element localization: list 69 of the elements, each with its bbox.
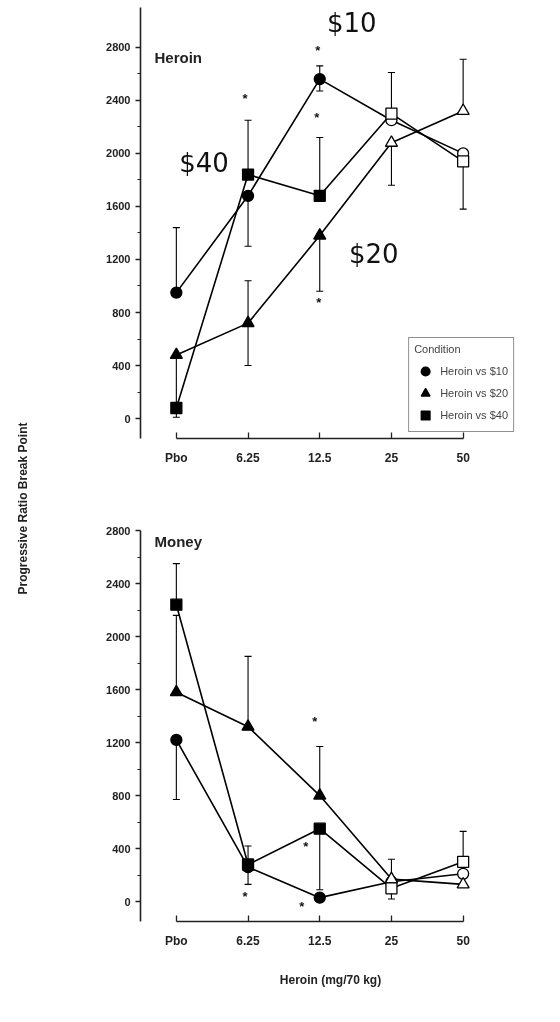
annotation: *	[303, 839, 310, 855]
y-tick-label: 2000	[106, 630, 131, 643]
point	[456, 876, 470, 889]
y-tick-label: 1200	[106, 253, 131, 266]
y-tick-label: 2400	[106, 94, 131, 107]
legend-label: Heroin vs $10	[440, 364, 508, 379]
y-tick-label: 800	[112, 789, 131, 802]
y-tick-label: 0	[124, 412, 131, 425]
point	[241, 315, 255, 328]
point	[170, 401, 183, 415]
point	[313, 822, 326, 835]
point	[385, 107, 398, 120]
x-tick-label: 25	[384, 450, 399, 465]
point	[313, 189, 326, 202]
x-tick-label: 6.25	[236, 450, 261, 465]
x-axis-title: Heroin (mg/70 kg)	[279, 972, 382, 987]
annotation: *	[242, 90, 249, 106]
point	[170, 733, 183, 747]
x-tick-label: Pbo	[165, 933, 188, 948]
point	[170, 286, 183, 299]
point	[456, 867, 470, 880]
legend-label: Heroin vs $40	[440, 408, 508, 423]
point	[241, 189, 255, 202]
y-tick-label: 1600	[106, 683, 131, 696]
y-tick-label: 800	[112, 306, 131, 319]
point	[313, 72, 326, 86]
y-tick-label: 400	[112, 842, 131, 855]
point	[313, 891, 326, 904]
annotation: $40	[179, 147, 229, 178]
point	[313, 788, 327, 800]
y-tick-label: 400	[112, 359, 131, 372]
point	[456, 103, 470, 116]
y-tick-label: 1600	[106, 200, 131, 213]
y-tick-label: 1200	[106, 736, 131, 749]
annotation: $20	[348, 238, 399, 269]
annotation: *	[315, 42, 322, 58]
point	[169, 684, 183, 697]
annotation: $10	[326, 8, 377, 39]
y-tick-label: 2000	[106, 147, 131, 160]
y-tick-label: 0	[124, 895, 131, 908]
point	[384, 135, 399, 147]
x-tick-label: 50	[456, 450, 471, 465]
legend-title: Condition	[414, 343, 462, 355]
annotation: *	[316, 294, 323, 310]
point	[456, 155, 470, 168]
y-tick-label: 2400	[106, 577, 131, 590]
y-tick-label: 2800	[106, 41, 131, 54]
x-tick-label: 12.5	[308, 933, 332, 948]
y-axis-title: Progressive Ratio Break Point	[15, 422, 30, 595]
point	[169, 347, 183, 360]
annotation: *	[299, 899, 306, 915]
point	[456, 855, 470, 869]
x-tick-label: 6.25	[236, 933, 261, 948]
point	[385, 882, 398, 895]
point	[170, 598, 183, 611]
point	[241, 168, 255, 181]
annotation: *	[242, 888, 249, 904]
x-tick-label: 25	[384, 933, 399, 948]
x-tick-label: 50	[456, 933, 471, 948]
y-tick-label: 2800	[106, 524, 131, 537]
x-tick-label: 12.5	[308, 450, 332, 465]
annotation: *	[312, 714, 319, 730]
legend-label: Heroin vs $20	[440, 386, 508, 401]
point	[313, 228, 327, 240]
annotation: *	[314, 109, 321, 125]
x-tick-label: Pbo	[165, 450, 188, 465]
chart-title: Money	[154, 532, 203, 550]
text: Heroin	[154, 49, 203, 67]
point	[241, 719, 255, 731]
